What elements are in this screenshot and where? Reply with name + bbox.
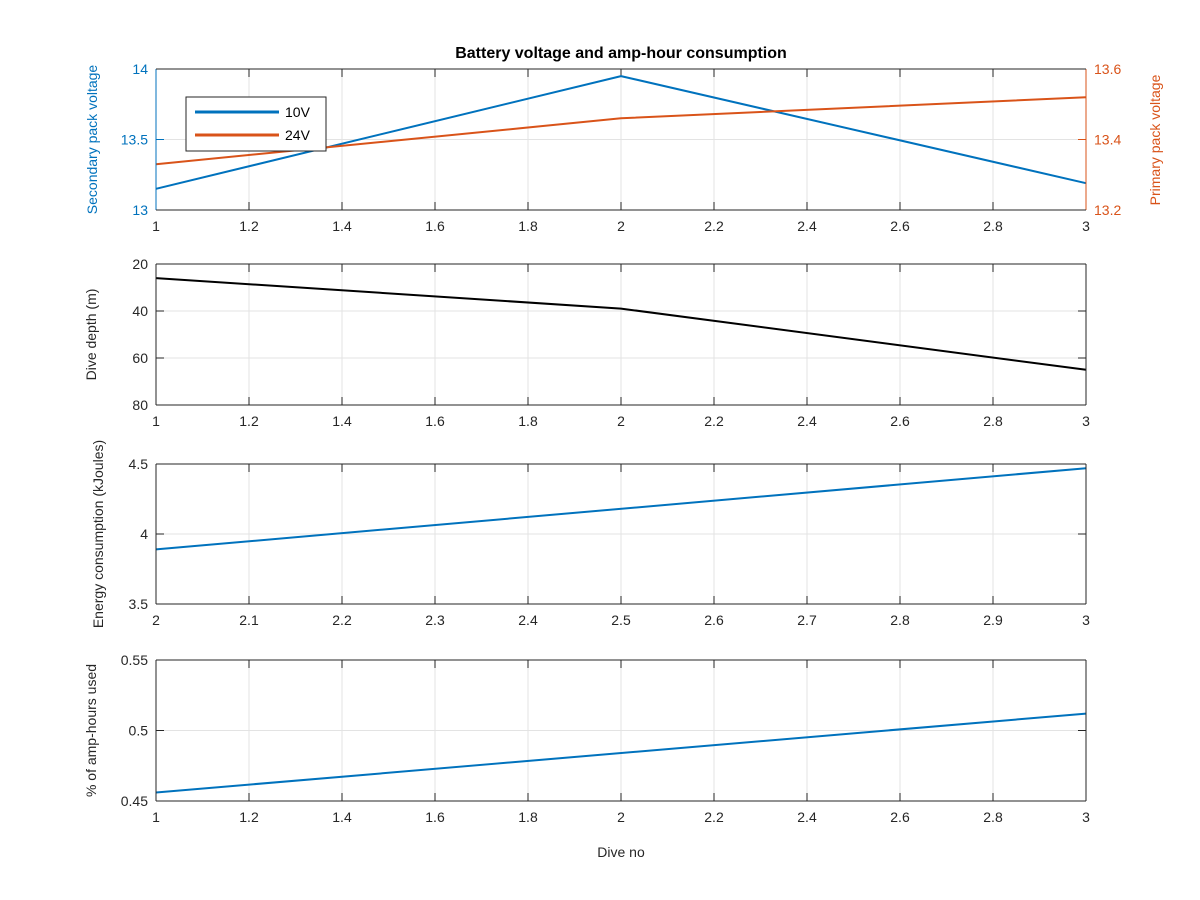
y-tick-label: 60 <box>132 350 148 366</box>
y-tick-label: 14 <box>132 61 148 77</box>
y-tick-label: 4.5 <box>129 456 149 472</box>
x-tick-label: 2 <box>152 612 160 628</box>
subplot-3: 2 2.1 2.2 2.3 2.4 2.5 2.6 2.7 2.8 2.9 3 3.5 4 4.5 Ener… <box>90 440 1090 628</box>
x-tick-label: 1.8 <box>518 413 538 429</box>
legend-label-10v: 10V <box>285 104 311 120</box>
y-tick-label: 0.45 <box>121 793 148 809</box>
x-tick-label: 2.4 <box>518 612 538 628</box>
y-axis-label: Energy consumption (kJoules) <box>90 440 106 628</box>
y-tick-label: 3.5 <box>129 596 149 612</box>
x-tick-label: 1.4 <box>332 809 352 825</box>
x-tick-label: 2.9 <box>983 612 1003 628</box>
x-tick-label: 3 <box>1082 612 1090 628</box>
x-tick-label: 2.8 <box>983 218 1003 234</box>
x-tick-label: 2.2 <box>332 612 352 628</box>
x-tick-label: 1.8 <box>518 218 538 234</box>
y-tick-label: 0.5 <box>129 723 149 739</box>
y-axis-label: Secondary pack voltage <box>84 65 100 215</box>
x-tick-label: 2.6 <box>704 612 724 628</box>
x-tick-label: 1.6 <box>425 809 445 825</box>
series-line-1 <box>155 467 1087 551</box>
y-tick-label: 4 <box>140 526 148 542</box>
y-right-axis-label: Primary pack voltage <box>1147 74 1163 205</box>
x-tick-label: 2.4 <box>797 809 817 825</box>
y-tick-label: 13 <box>132 202 148 218</box>
chart-title: Battery voltage and amp-hour consumption <box>455 45 787 62</box>
x-tick-label: 2.1 <box>239 612 259 628</box>
x-tick-label: 1 <box>152 809 160 825</box>
y-tick-label: 0.55 <box>121 652 148 668</box>
y-tick-label: 80 <box>132 397 148 413</box>
subplot-2: 1 1.2 1.4 1.6 1.8 2 2.2 2.4 2.6 2.8 3 20 40 60 80 Dive … <box>83 256 1090 429</box>
x-tick-label: 1.6 <box>425 218 445 234</box>
series-line-1 <box>155 277 1087 371</box>
x-tick-label: 1 <box>152 218 160 234</box>
x-tick-label: 2.8 <box>890 612 910 628</box>
y-right-tick-label: 13.2 <box>1094 202 1121 218</box>
x-tick-label: 2.2 <box>704 413 724 429</box>
x-axis-label: Dive no <box>597 844 645 860</box>
x-tick-label: 2.8 <box>983 413 1003 429</box>
x-tick-label: 1.4 <box>332 218 352 234</box>
x-tick-label: 2.6 <box>890 413 910 429</box>
x-tick-label: 1.2 <box>239 413 259 429</box>
x-tick-label: 2.8 <box>983 809 1003 825</box>
legend-box <box>185 96 327 152</box>
x-tick-label: 2.4 <box>797 218 817 234</box>
x-tick-label: 3 <box>1082 218 1090 234</box>
x-tick-label: 1 <box>152 413 160 429</box>
x-tick-label: 1.4 <box>332 413 352 429</box>
x-tick-label: 2.3 <box>425 612 445 628</box>
y-right-tick-label: 13.4 <box>1094 132 1121 148</box>
x-tick-label: 2.7 <box>797 612 817 628</box>
y-tick-label: 13.5 <box>121 132 148 148</box>
x-tick-label: 2 <box>617 809 625 825</box>
x-tick-label: 2.2 <box>704 809 724 825</box>
x-tick-label: 2 <box>617 413 625 429</box>
legend-label-24v: 24V <box>285 127 311 143</box>
x-tick-label: 2.2 <box>704 218 724 234</box>
y-axis-label: Dive depth (m) <box>83 289 99 381</box>
x-tick-label: 2.5 <box>611 612 631 628</box>
x-tick-label: 2 <box>617 218 625 234</box>
x-tick-label: 3 <box>1082 809 1090 825</box>
subplots: 1 1.2 1.4 1.6 1.8 2 2.2 2.4 2.6 2.8 31313.514Secon… <box>83 61 1163 825</box>
x-tick-label: 1.2 <box>239 809 259 825</box>
x-tick-label: 2.6 <box>890 218 910 234</box>
subplot-1: 1 1.2 1.4 1.6 1.8 2 2.2 2.4 2.6 2.8 3 13 13.5 14 Secon… <box>84 61 1163 234</box>
x-tick-label: 2.4 <box>797 413 817 429</box>
x-tick-label: 3 <box>1082 413 1090 429</box>
x-tick-label: 1.2 <box>239 218 259 234</box>
x-tick-label: 2.6 <box>890 809 910 825</box>
y-tick-label: 40 <box>132 303 148 319</box>
x-tick-label: 1.8 <box>518 809 538 825</box>
series-line-1 <box>155 712 1087 794</box>
subplot-4: 1 1.2 1.4 1.6 1.8 2 2.2 2.4 2.6 2.8 3 0.45 0.5 0.55 % … <box>83 652 1090 825</box>
y-tick-label: 20 <box>132 256 148 272</box>
y-right-tick-label: 13.6 <box>1094 61 1121 77</box>
x-tick-label: 1.6 <box>425 413 445 429</box>
y-axis-label: % of amp-hours used <box>83 664 99 797</box>
